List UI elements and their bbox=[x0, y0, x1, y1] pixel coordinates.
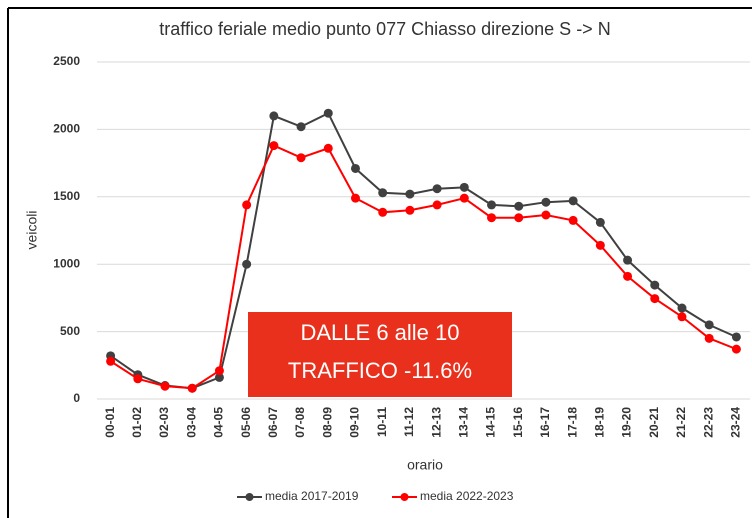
legend-label: media 2017-2019 bbox=[265, 489, 359, 503]
x-tick-label: 17-18 bbox=[565, 407, 579, 438]
y-tick-label: 0 bbox=[73, 391, 80, 405]
x-tick-label: 02-03 bbox=[157, 407, 171, 438]
legend-marker bbox=[400, 493, 409, 501]
x-tick-label: 15-16 bbox=[511, 407, 525, 438]
data-point bbox=[650, 280, 660, 290]
x-tick-label: 18-19 bbox=[593, 407, 607, 438]
data-point bbox=[650, 294, 660, 304]
data-point bbox=[487, 213, 497, 223]
data-point bbox=[214, 372, 224, 382]
data-point bbox=[487, 200, 497, 210]
data-point bbox=[623, 271, 633, 281]
x-tick-label: 16-17 bbox=[538, 407, 552, 438]
data-point bbox=[296, 122, 306, 132]
x-tick-label: 19-20 bbox=[620, 407, 634, 438]
annotation-text: TRAFFICO -11.6% bbox=[288, 358, 472, 383]
data-point bbox=[623, 255, 633, 265]
y-tick-label: 2000 bbox=[53, 122, 80, 136]
data-point bbox=[595, 217, 605, 227]
annotation-box bbox=[248, 312, 512, 397]
data-point bbox=[323, 143, 333, 153]
x-tick-label: 11-12 bbox=[402, 407, 416, 437]
x-tick-label: 04-05 bbox=[212, 407, 226, 438]
data-point bbox=[350, 163, 360, 173]
y-tick-label: 2500 bbox=[53, 54, 80, 68]
data-point bbox=[459, 182, 469, 192]
x-tick-label: 14-15 bbox=[484, 407, 498, 438]
data-point bbox=[514, 213, 524, 223]
x-tick-label: 10-11 bbox=[375, 407, 389, 437]
data-point bbox=[405, 189, 415, 199]
data-point bbox=[378, 188, 388, 198]
data-point bbox=[323, 108, 333, 118]
data-point bbox=[677, 312, 687, 322]
y-tick-label: 1000 bbox=[53, 256, 80, 270]
x-tick-label: 05-06 bbox=[239, 407, 253, 438]
data-point bbox=[541, 210, 551, 220]
annotation-text: DALLE 6 alle 10 bbox=[301, 320, 460, 345]
chart-title: traffico feriale medio punto 077 Chiasso… bbox=[159, 19, 610, 39]
data-point bbox=[405, 205, 415, 215]
data-point bbox=[269, 141, 279, 151]
x-tick-label: 01-02 bbox=[130, 407, 144, 438]
data-point bbox=[214, 366, 224, 376]
data-point bbox=[568, 215, 578, 225]
series-line bbox=[110, 111, 737, 390]
data-point bbox=[731, 332, 741, 342]
legend-marker bbox=[245, 493, 254, 501]
data-point bbox=[514, 201, 524, 211]
x-axis-label: orario bbox=[407, 457, 443, 473]
series-line bbox=[110, 144, 737, 390]
data-point bbox=[704, 320, 714, 330]
data-point bbox=[541, 197, 551, 207]
data-point bbox=[704, 333, 714, 343]
data-point bbox=[187, 383, 197, 393]
data-point bbox=[568, 196, 578, 206]
x-tick-label: 06-07 bbox=[266, 407, 280, 438]
x-tick-label: 13-14 bbox=[456, 407, 470, 438]
x-tick-label: 23-24 bbox=[729, 407, 743, 438]
data-point bbox=[133, 374, 143, 384]
y-tick-label: 1500 bbox=[53, 189, 80, 203]
x-tick-label: 20-21 bbox=[647, 407, 661, 438]
legend-label: media 2022-2023 bbox=[420, 489, 514, 503]
data-point bbox=[106, 356, 116, 366]
data-point bbox=[459, 193, 469, 203]
data-point bbox=[296, 153, 306, 163]
y-tick-label: 500 bbox=[60, 324, 80, 338]
data-point bbox=[432, 200, 442, 210]
data-point bbox=[378, 207, 388, 217]
data-point bbox=[731, 344, 741, 354]
x-tick-label: 08-09 bbox=[320, 407, 334, 438]
data-point bbox=[242, 259, 252, 269]
data-point bbox=[269, 111, 279, 121]
data-point bbox=[432, 184, 442, 194]
data-point bbox=[350, 193, 360, 203]
x-tick-label: 07-08 bbox=[293, 407, 307, 438]
x-tick-label: 03-04 bbox=[184, 407, 198, 438]
x-tick-label: 09-10 bbox=[348, 407, 362, 438]
y-axis-label: veicoli bbox=[24, 211, 40, 250]
x-tick-label: 21-22 bbox=[674, 407, 688, 438]
x-tick-label: 12-13 bbox=[429, 407, 443, 438]
data-point bbox=[595, 240, 605, 250]
data-point bbox=[677, 303, 687, 313]
data-point bbox=[242, 200, 252, 210]
data-point bbox=[160, 381, 170, 391]
x-tick-label: 22-23 bbox=[701, 407, 715, 438]
x-tick-label: 00-01 bbox=[103, 407, 117, 438]
